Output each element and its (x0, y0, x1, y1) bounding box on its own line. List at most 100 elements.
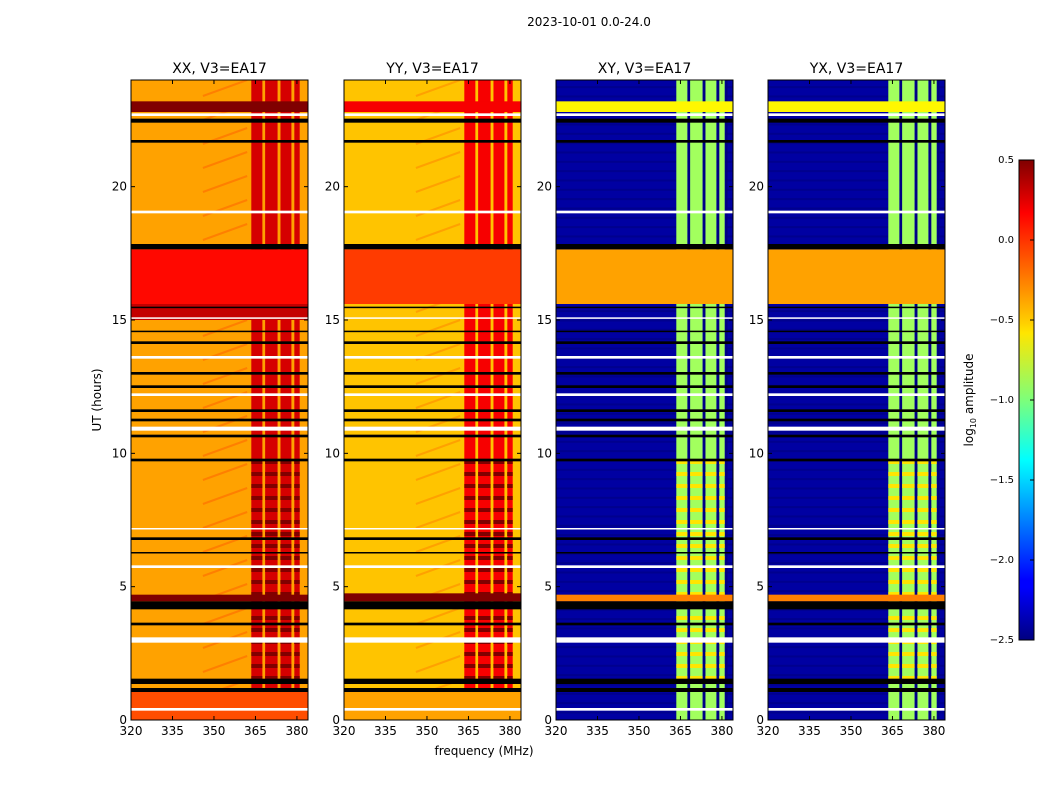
rfi-burst (507, 472, 513, 476)
flagged-band (344, 528, 521, 530)
rfi-burst (464, 556, 476, 560)
rfi-channel (493, 80, 505, 720)
flagged-band (131, 118, 308, 123)
rfi-channel-gap (687, 80, 690, 720)
rfi-burst (931, 652, 937, 656)
flagged-band (131, 565, 308, 568)
rfi-burst (507, 568, 513, 572)
time-segment (131, 101, 308, 112)
rfi-burst (705, 652, 717, 656)
time-segment (131, 594, 308, 602)
rfi-burst (931, 664, 937, 668)
flagged-band (556, 601, 733, 610)
rfi-burst (507, 628, 513, 632)
flagged-band (556, 244, 733, 250)
texture-row (768, 655, 945, 658)
flagged-band (768, 317, 945, 319)
rfi-burst (917, 532, 929, 536)
y-tick-label: 20 (325, 180, 340, 194)
texture-row (768, 702, 945, 705)
rfi-burst (464, 544, 476, 548)
time-segment (556, 101, 733, 112)
y-tick-label: 0 (119, 713, 127, 727)
y-tick-label: 0 (544, 713, 552, 727)
texture-row (768, 347, 945, 350)
x-tick-label: 335 (161, 724, 184, 738)
rfi-burst (265, 544, 278, 548)
rfi-burst (464, 580, 476, 584)
flagged-band (556, 393, 733, 396)
flagged-band (131, 409, 308, 412)
flagged-band (131, 317, 308, 319)
rfi-burst (676, 568, 688, 572)
rfi-burst (902, 616, 915, 620)
rfi-burst (902, 460, 915, 464)
rfi-channel-gap (475, 80, 478, 720)
texture-row (768, 319, 945, 322)
rfi-burst (888, 508, 900, 512)
y-tick-label: 5 (756, 580, 764, 594)
rfi-channel (888, 80, 900, 720)
texture-row (768, 683, 945, 686)
texture-row (768, 552, 945, 555)
rfi-burst (478, 580, 491, 584)
time-segment (556, 594, 733, 602)
rfi-burst (690, 568, 703, 572)
texture-row (768, 440, 945, 443)
rfi-burst (719, 460, 725, 464)
flagged-band (131, 140, 308, 143)
rfi-channel-gap (278, 80, 281, 720)
flagged-band (556, 330, 733, 333)
flagged-band (344, 458, 521, 462)
rfi-burst (294, 664, 300, 668)
texture-row (768, 160, 945, 163)
flagged-band (768, 385, 945, 388)
rfi-burst (478, 496, 491, 500)
flagged-band (344, 637, 521, 643)
rfi-burst (917, 460, 929, 464)
rfi-burst (917, 544, 929, 548)
flagged-band (131, 434, 308, 438)
rfi-burst (251, 544, 263, 548)
y-tick-label: 5 (544, 580, 552, 594)
rfi-burst (507, 532, 513, 536)
texture-row (556, 496, 733, 499)
rfi-burst (705, 676, 717, 680)
flagged-band (768, 458, 945, 462)
rfi-burst (888, 592, 900, 596)
rfi-burst (280, 676, 292, 680)
colorbar-tick-label: 0.5 (998, 155, 1014, 166)
rfi-burst (690, 616, 703, 620)
time-segment (768, 249, 945, 304)
flagged-band (131, 678, 308, 684)
x-tick-label: 320 (333, 724, 356, 738)
flagged-band (768, 565, 945, 568)
texture-row (768, 664, 945, 667)
flagged-band (131, 393, 308, 396)
texture-row (556, 338, 733, 341)
flagged-band (556, 622, 733, 626)
rfi-burst (265, 508, 278, 512)
rfi-burst (265, 652, 278, 656)
texture-row (556, 580, 733, 583)
rfi-burst (251, 508, 263, 512)
time-segment (556, 249, 733, 304)
rfi-burst (676, 496, 688, 500)
rfi-burst (493, 520, 505, 524)
rfi-burst (888, 472, 900, 476)
rfi-burst (280, 532, 292, 536)
flagged-band (344, 565, 521, 568)
texture-row (768, 123, 945, 126)
rfi-burst (902, 484, 915, 488)
rfi-burst (676, 544, 688, 548)
rfi-burst (917, 664, 929, 668)
rfi-channel-gap (292, 80, 295, 720)
y-tick-label: 20 (537, 180, 552, 194)
rfi-burst (251, 652, 263, 656)
x-tick-label: 335 (586, 724, 609, 738)
flagged-band (131, 708, 308, 711)
rfi-channel-gap (915, 80, 918, 720)
rfi-burst (265, 472, 278, 476)
flagged-band (131, 306, 308, 309)
texture-row (556, 412, 733, 415)
